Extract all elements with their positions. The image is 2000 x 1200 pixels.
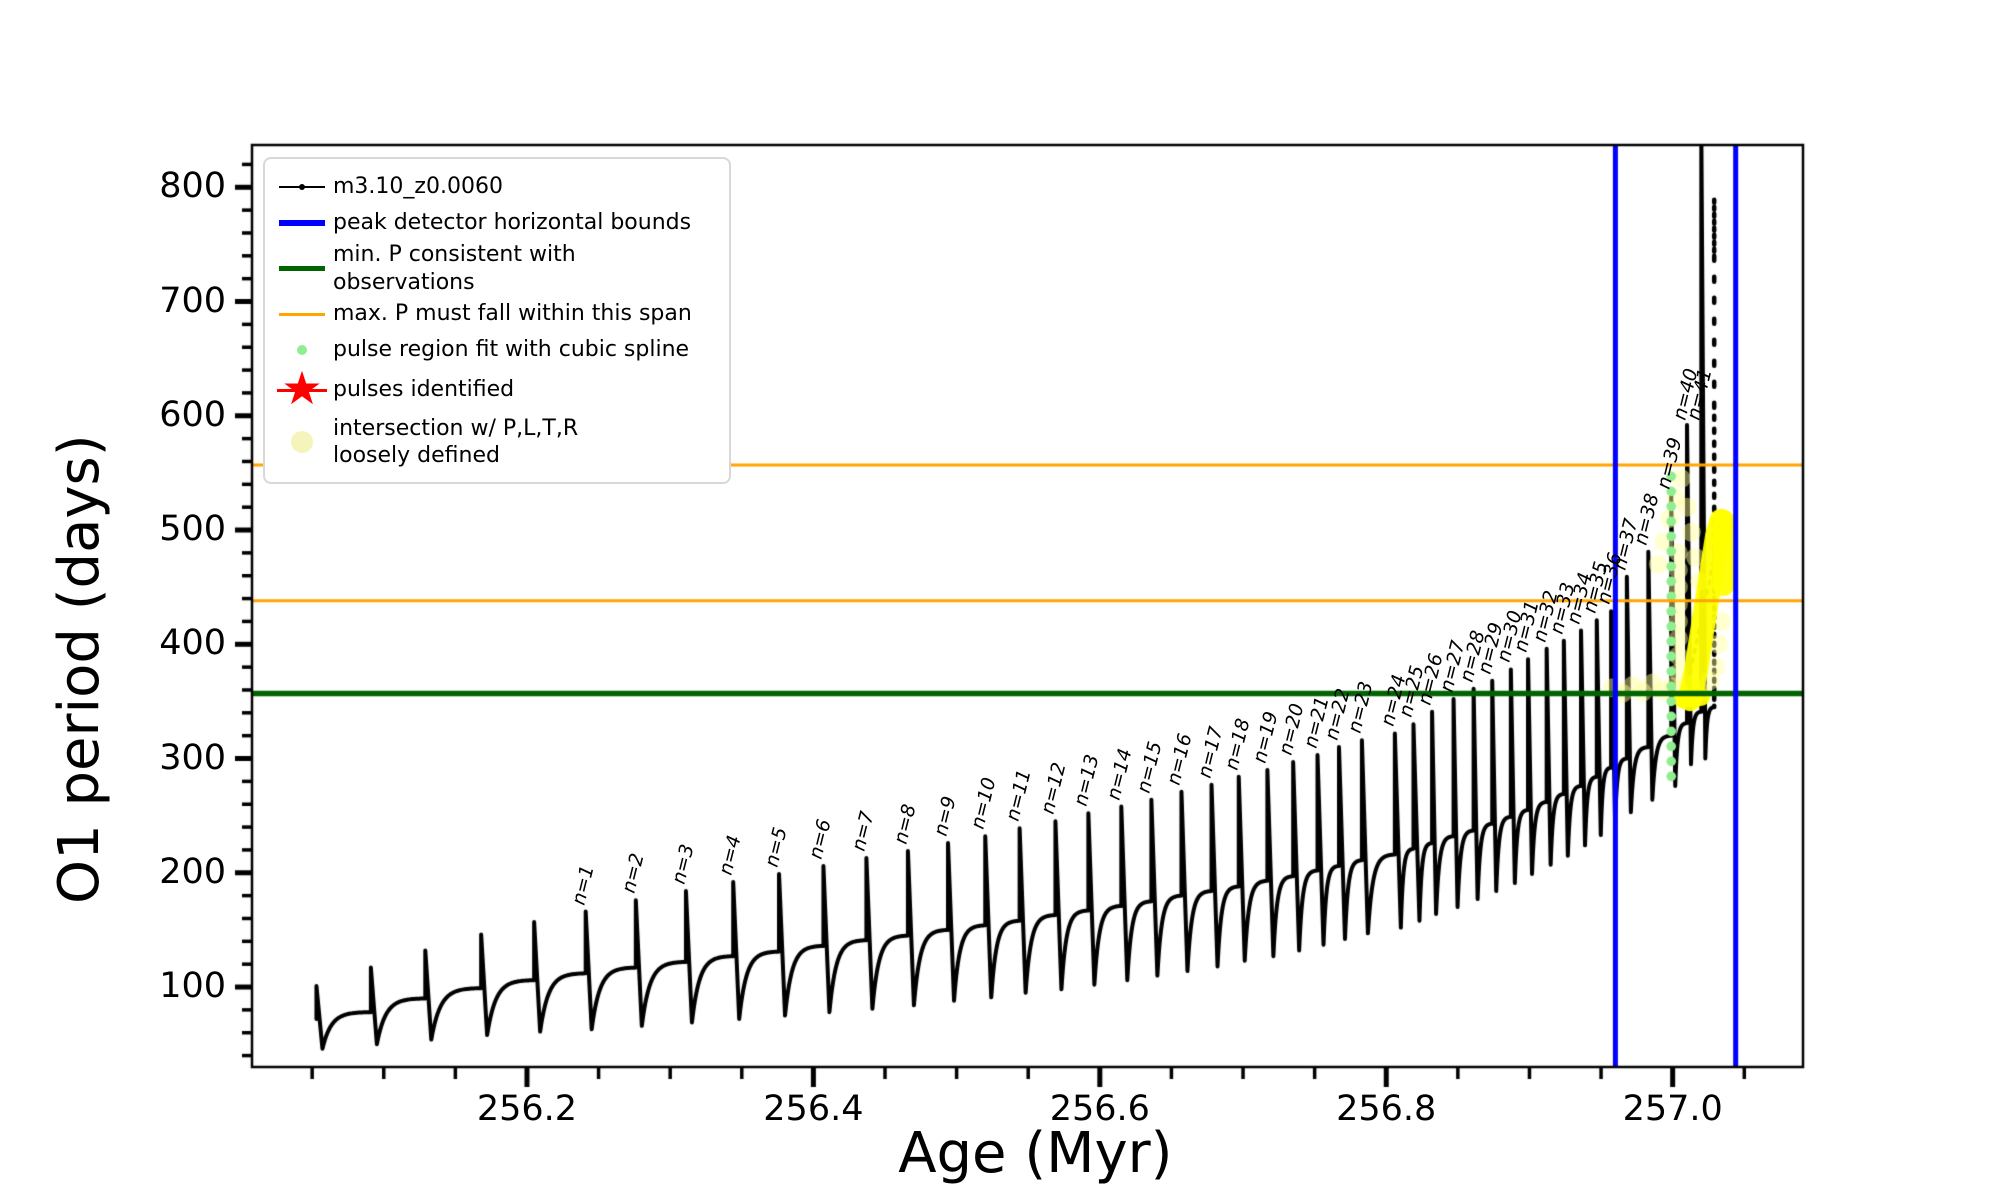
- x-tick-label: 256.4: [763, 1089, 864, 1129]
- y-tick-label: 800: [159, 166, 226, 207]
- legend-item-spline: pulse region fit with cubic spline: [271, 332, 723, 368]
- legend-item-series: m3.10_z0.0060: [271, 169, 723, 205]
- series-line-icon: [271, 184, 333, 190]
- y-tick-label: 700: [159, 280, 226, 321]
- x-tick-label: 256.2: [476, 1089, 578, 1129]
- legend: m3.10_z0.0060 peak detector horizontal b…: [263, 157, 731, 484]
- x-axis-label: Age (Myr): [898, 1121, 1173, 1186]
- legend-item-peak-bounds: peak detector horizontal bounds: [271, 205, 723, 241]
- y-tick-label: 600: [159, 394, 226, 435]
- y-tick-label: 400: [159, 623, 226, 664]
- y-tick-label: 300: [159, 737, 226, 778]
- legend-item-intersection: intersection w/ P,L,T,R loosely defined: [271, 412, 723, 472]
- x-tick-label: 256.6: [1049, 1089, 1150, 1129]
- y-tick-label: 100: [159, 966, 226, 1007]
- legend-item-max-p: max. P must fall within this span: [271, 296, 723, 332]
- red-star-icon: ★: [271, 365, 333, 412]
- y-tick-label: 500: [159, 509, 226, 550]
- green-dot-icon: [271, 345, 333, 355]
- orange-line-icon: [271, 312, 333, 316]
- green-line-icon: [271, 266, 333, 271]
- legend-item-min-p: min. P consistent with observations: [271, 241, 723, 296]
- y-tick-label: 200: [159, 851, 226, 892]
- x-tick-label: 257.0: [1622, 1089, 1723, 1129]
- x-tick-label: 256.8: [1336, 1089, 1437, 1129]
- legend-item-pulses: ★ pulses identified: [271, 365, 723, 412]
- y-axis-label: O1 period (days): [47, 434, 112, 905]
- yellow-dot-icon: [271, 431, 333, 453]
- blue-line-icon: [271, 220, 333, 226]
